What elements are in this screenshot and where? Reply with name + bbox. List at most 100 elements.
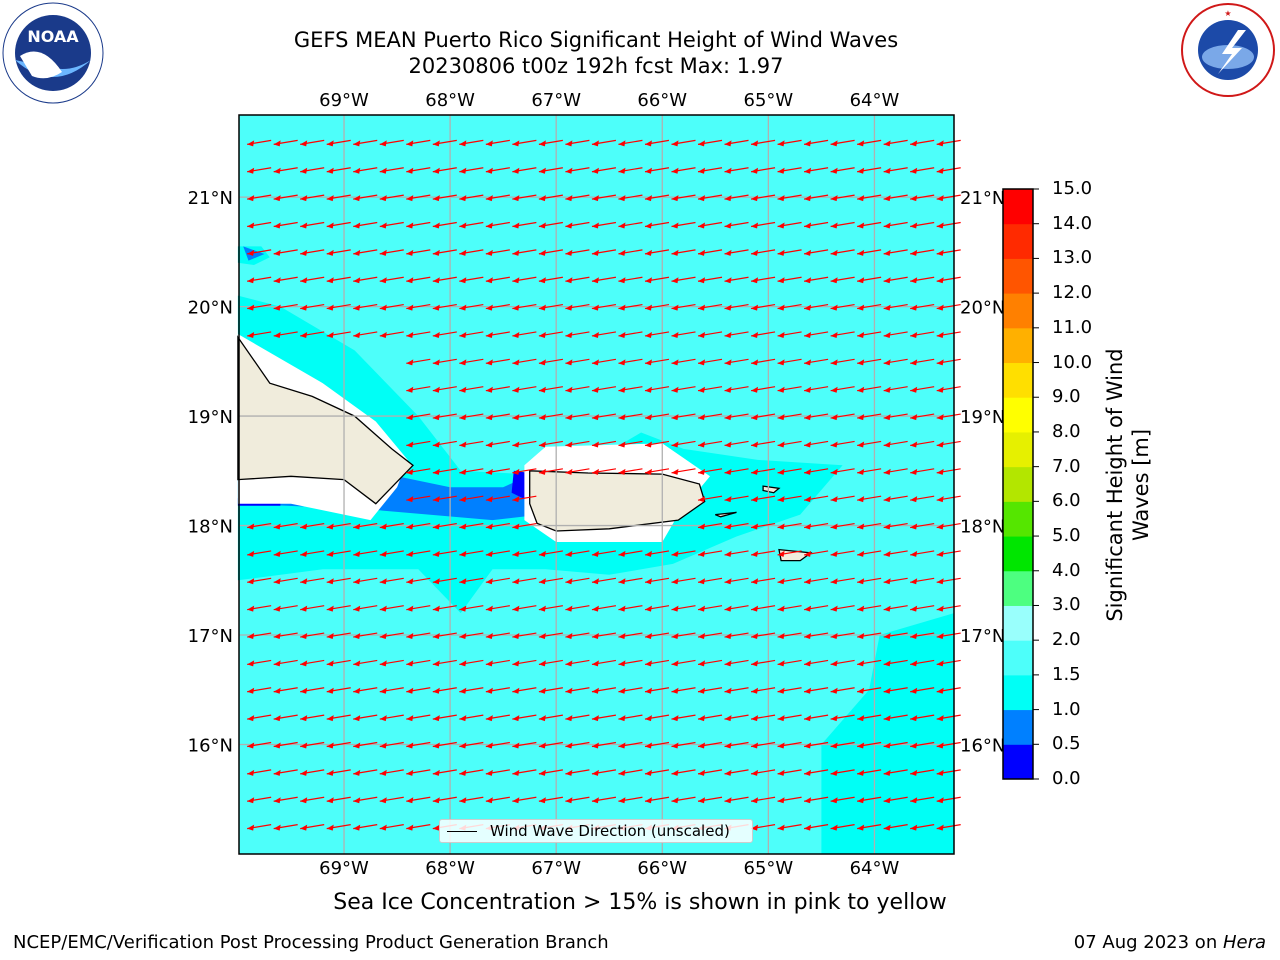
wind-wave-arrowhead <box>565 195 573 202</box>
wind-wave-arrowhead <box>857 523 865 530</box>
wind-wave-arrowhead <box>485 523 493 530</box>
wind-wave-arrowhead <box>804 304 812 311</box>
wind-wave-arrowhead <box>485 742 493 749</box>
wind-wave-arrowhead <box>751 660 759 667</box>
lon-label-bottom: 66°W <box>637 858 687 879</box>
wind-wave-arrowhead <box>247 769 255 776</box>
wind-wave-arrowhead <box>830 605 838 612</box>
wind-wave-arrowhead <box>326 797 334 804</box>
wind-wave-arrowhead <box>432 359 440 366</box>
wind-wave-arrowhead <box>724 687 732 694</box>
colorbar-swatch <box>1003 674 1033 711</box>
wind-wave-arrowhead <box>804 195 812 202</box>
colorbar-swatch <box>1003 362 1033 398</box>
wind-wave-arrowhead <box>936 277 944 284</box>
wind-wave-arrowhead <box>830 769 838 776</box>
wind-wave-arrowhead <box>247 331 255 338</box>
wind-wave-arrowhead <box>273 523 281 530</box>
wind-wave-arrowhead <box>273 167 281 174</box>
vieques-island <box>715 511 737 518</box>
wind-wave-arrowhead <box>379 797 387 804</box>
wind-wave-arrowhead <box>432 523 440 530</box>
wind-wave-arrowhead <box>644 715 652 722</box>
wind-wave-arrowhead <box>459 715 467 722</box>
wind-wave-arrowhead <box>591 386 599 393</box>
wind-wave-arrowhead <box>830 222 838 229</box>
wind-wave-arrowhead <box>936 496 944 503</box>
wind-wave-arrowhead <box>591 797 599 804</box>
wind-wave-arrowhead <box>485 414 493 421</box>
colorbar-swatch <box>1003 223 1033 259</box>
colorbar-frame <box>1002 188 1034 780</box>
wind-wave-arrowhead <box>591 414 599 421</box>
wind-wave-arrowhead <box>644 222 652 229</box>
wind-wave-arrowhead <box>432 605 440 612</box>
colorbar-tick-label: 11.0 <box>1052 316 1093 338</box>
wind-wave-arrowhead <box>432 715 440 722</box>
wind-wave-arrowhead <box>698 441 706 448</box>
wind-wave-arrowhead <box>406 715 414 722</box>
wind-wave-arrowhead <box>804 769 812 776</box>
wind-wave-arrowhead <box>379 605 387 612</box>
wind-wave-arrowhead <box>406 769 414 776</box>
wind-wave-arrowhead <box>936 797 944 804</box>
wind-wave-arrowhead <box>273 633 281 640</box>
wind-wave-arrowhead <box>751 742 759 749</box>
wind-wave-arrowhead <box>565 633 573 640</box>
wind-wave-arrowhead <box>353 578 361 585</box>
wind-wave-arrowhead <box>857 715 865 722</box>
wind-wave-arrowhead <box>591 605 599 612</box>
wind-wave-arrowhead <box>247 140 255 147</box>
wind-wave-arrowhead <box>273 769 281 776</box>
wind-wave-arrowhead <box>671 578 679 585</box>
wind-wave-arrowhead <box>618 140 626 147</box>
wind-wave-arrowhead <box>698 222 706 229</box>
wind-wave-arrowhead <box>538 222 546 229</box>
wind-wave-arrowhead <box>724 140 732 147</box>
wind-wave-arrowhead <box>353 249 361 256</box>
wind-wave-arrowhead <box>724 769 732 776</box>
wind-wave-arrowhead <box>300 633 308 640</box>
lat-label-left: 20°N <box>188 298 233 319</box>
wind-wave-arrowhead <box>326 660 334 667</box>
wind-wave-arrowhead <box>936 769 944 776</box>
wind-wave-arrowhead <box>910 605 918 612</box>
wind-wave-arrowhead <box>353 742 361 749</box>
wind-wave-arrowhead <box>379 578 387 585</box>
wind-wave-arrowhead <box>538 359 546 366</box>
wind-wave-arrowhead <box>406 605 414 612</box>
wind-wave-arrowhead <box>406 140 414 147</box>
wind-wave-arrowhead <box>857 578 865 585</box>
wind-wave-arrowhead <box>857 167 865 174</box>
wind-wave-arrowhead <box>644 140 652 147</box>
wind-wave-arrowhead <box>671 140 679 147</box>
wind-wave-arrowhead <box>777 797 785 804</box>
chart-title: GEFS MEAN Puerto Rico Significant Height… <box>293 28 899 52</box>
wind-wave-arrowhead <box>883 715 891 722</box>
wind-wave-arrowhead <box>300 742 308 749</box>
wind-wave-arrowhead <box>459 249 467 256</box>
wind-wave-arrowhead <box>777 550 785 557</box>
wind-wave-arrowhead <box>724 195 732 202</box>
colorbar-swatch <box>1003 570 1033 606</box>
wind-wave-arrowhead <box>777 660 785 667</box>
wind-wave-arrowhead <box>326 249 334 256</box>
wind-wave-arrowhead <box>644 769 652 776</box>
wind-wave-arrowhead <box>883 304 891 311</box>
wind-wave-arrowhead <box>644 687 652 694</box>
wind-wave-arrowhead <box>273 578 281 585</box>
colorbar-tick-label: 4.0 <box>1052 559 1081 581</box>
wind-wave-arrowhead <box>936 660 944 667</box>
wind-wave-arrowhead <box>724 441 732 448</box>
wind-wave-arrowhead <box>379 523 387 530</box>
wind-wave-arrowhead <box>326 687 334 694</box>
wind-wave-arrowhead <box>777 742 785 749</box>
wind-wave-arrowhead <box>538 167 546 174</box>
wind-wave-arrowhead <box>936 687 944 694</box>
wind-wave-arrowhead <box>830 468 838 475</box>
wind-wave-arrowhead <box>618 578 626 585</box>
wind-wave-arrowhead <box>910 140 918 147</box>
wind-wave-arrowhead <box>485 195 493 202</box>
wind-wave-arrowhead <box>883 605 891 612</box>
wind-wave-arrowhead <box>273 550 281 557</box>
